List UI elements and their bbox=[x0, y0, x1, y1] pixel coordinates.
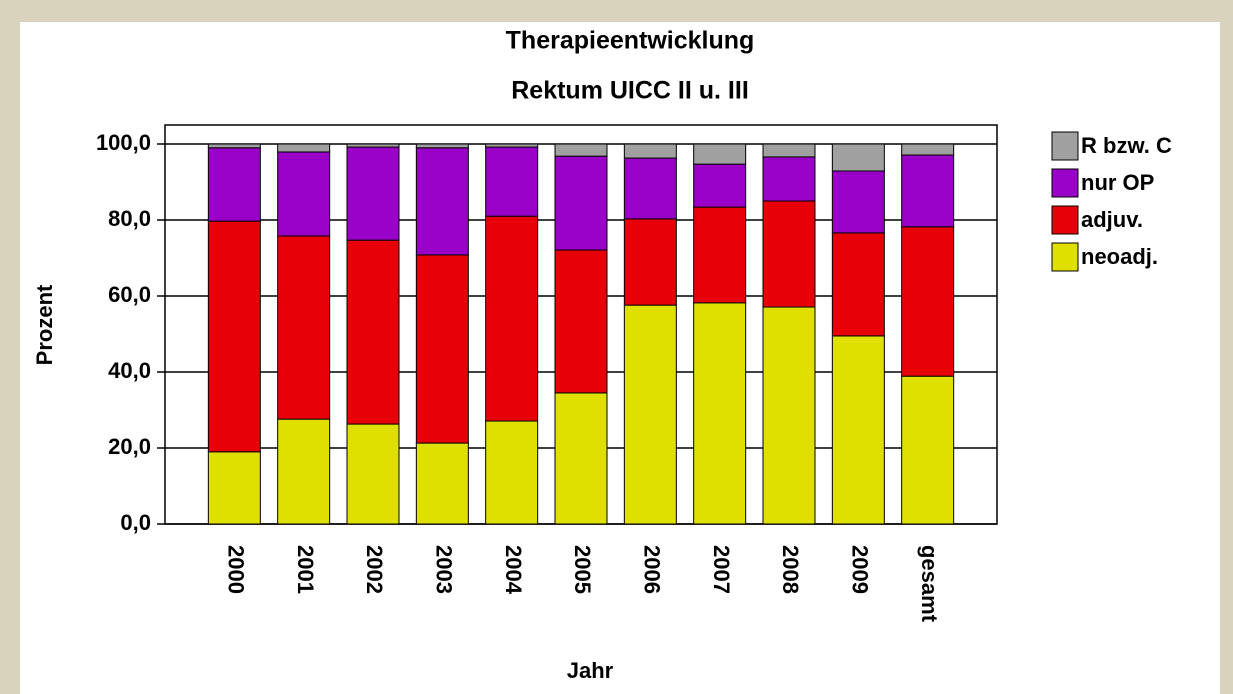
bar-segment bbox=[693, 302, 747, 525]
x-tick-label: 2009 bbox=[848, 545, 873, 594]
x-tick-label: 2004 bbox=[501, 545, 526, 595]
x-tick-label: 2008 bbox=[778, 545, 803, 594]
bar-segment bbox=[762, 200, 816, 308]
x-tick-label: 2000 bbox=[224, 545, 249, 594]
bar-segment bbox=[554, 392, 608, 525]
bar-segment bbox=[901, 143, 955, 156]
bar-segment bbox=[831, 143, 885, 172]
y-tick-label: 80,0 bbox=[108, 206, 151, 231]
bar-segment bbox=[831, 232, 885, 337]
bar-segment bbox=[207, 147, 261, 222]
bar-segment bbox=[277, 143, 331, 153]
bar-segment bbox=[415, 442, 469, 525]
legend-label: nur OP bbox=[1081, 170, 1154, 195]
legend-swatch bbox=[1051, 131, 1079, 161]
bar-segment bbox=[693, 163, 747, 208]
x-tick-label: 2002 bbox=[362, 545, 387, 594]
bar-segment bbox=[485, 420, 539, 525]
legend-swatch bbox=[1051, 242, 1079, 272]
bar-segment bbox=[623, 218, 677, 306]
bar-segment bbox=[693, 143, 747, 165]
bar-segment bbox=[762, 156, 816, 202]
x-tick-label: 2005 bbox=[570, 545, 595, 594]
bar-segment bbox=[554, 143, 608, 157]
bar-segment bbox=[277, 235, 331, 420]
y-tick-label: 0,0 bbox=[120, 510, 151, 535]
bar-segment bbox=[623, 304, 677, 525]
y-tick-label: 20,0 bbox=[108, 434, 151, 459]
bar-segment bbox=[901, 154, 955, 228]
legend-label: adjuv. bbox=[1081, 207, 1143, 232]
y-tick-label: 100,0 bbox=[96, 130, 151, 155]
bar-segment bbox=[623, 157, 677, 220]
bar-segment bbox=[554, 155, 608, 251]
x-tick-label: 2001 bbox=[293, 545, 318, 594]
bar-segment bbox=[415, 254, 469, 444]
bar-segment bbox=[346, 239, 400, 425]
bar-segment bbox=[207, 143, 261, 149]
bar-segment bbox=[762, 143, 816, 158]
chart-subtitle: Rektum UICC II u. III bbox=[511, 77, 749, 105]
y-tick-label: 40,0 bbox=[108, 358, 151, 383]
bar-segment bbox=[901, 226, 955, 377]
bar-segment bbox=[762, 306, 816, 525]
bar-segment bbox=[901, 375, 955, 525]
y-axis-title: Prozent bbox=[32, 284, 57, 365]
bar-segment bbox=[277, 151, 331, 237]
bar-segment bbox=[485, 146, 539, 217]
bar-segment bbox=[415, 143, 469, 149]
bar-segment bbox=[346, 423, 400, 525]
bar-segment bbox=[623, 143, 677, 159]
bar-segment bbox=[831, 170, 885, 234]
bar-segment bbox=[485, 215, 539, 422]
bar-segment bbox=[207, 451, 261, 525]
bar-segment bbox=[415, 147, 469, 256]
x-tick-label: 2006 bbox=[640, 545, 665, 594]
bar-segment bbox=[346, 143, 400, 148]
y-tick-label: 60,0 bbox=[108, 282, 151, 307]
legend-swatch bbox=[1051, 205, 1079, 235]
legend-label: neoadj. bbox=[1081, 244, 1158, 269]
bar-segment bbox=[277, 418, 331, 525]
bar-segment bbox=[207, 220, 261, 453]
bar-segment bbox=[693, 206, 747, 304]
chart-title: Therapieentwicklung bbox=[506, 27, 755, 55]
x-tick-label: gesamt bbox=[917, 545, 942, 623]
bar-segment bbox=[831, 335, 885, 525]
x-tick-label: 2007 bbox=[709, 545, 734, 594]
x-axis-title: Jahr bbox=[567, 658, 614, 683]
bar-segment bbox=[485, 143, 539, 148]
legend-swatch bbox=[1051, 168, 1079, 198]
bar-segment bbox=[554, 249, 608, 394]
x-tick-label: 2003 bbox=[432, 545, 457, 594]
bar-segment bbox=[346, 146, 400, 241]
legend-label: R bzw. C bbox=[1081, 133, 1172, 158]
